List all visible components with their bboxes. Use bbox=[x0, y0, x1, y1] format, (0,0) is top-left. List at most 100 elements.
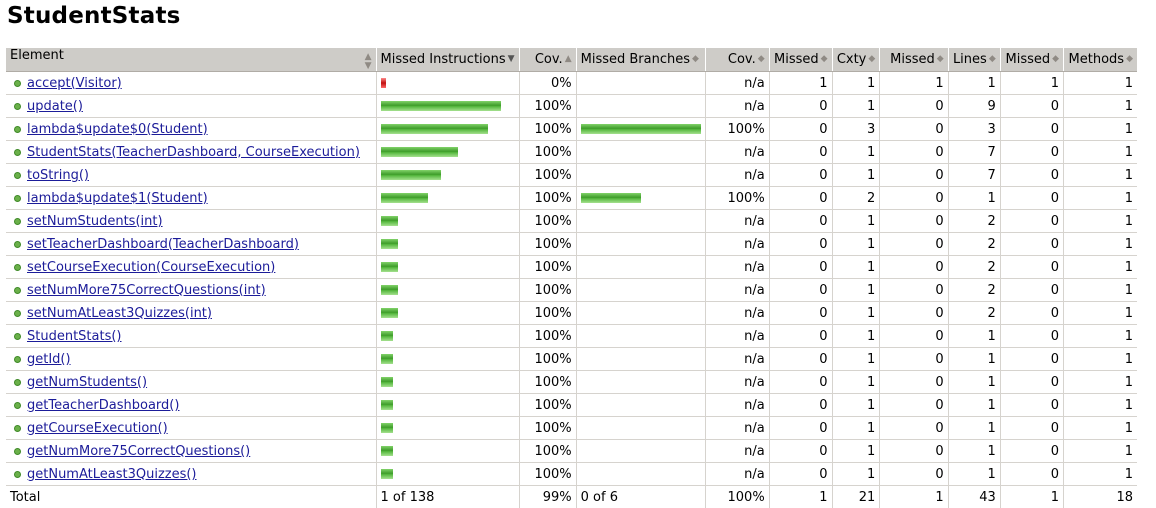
missed-methods: 0 bbox=[1000, 394, 1063, 417]
lines: 1 bbox=[948, 394, 1000, 417]
header-lines[interactable]: Lines◆ bbox=[948, 48, 1000, 72]
method-link[interactable]: update() bbox=[27, 99, 83, 114]
methods: 1 bbox=[1064, 233, 1137, 256]
total-methods: 18 bbox=[1064, 486, 1137, 508]
method-link[interactable]: accept(Visitor) bbox=[27, 76, 122, 91]
method-icon bbox=[14, 172, 21, 179]
total-missed-lines: 1 bbox=[880, 486, 948, 508]
method-link[interactable]: setTeacherDashboard(TeacherDashboard) bbox=[27, 237, 299, 252]
missed-cxty: 0 bbox=[769, 233, 832, 256]
missed-cxty: 0 bbox=[769, 164, 832, 187]
method-link[interactable]: toString() bbox=[27, 168, 89, 183]
page-title: StudentStats bbox=[7, 3, 181, 29]
covered-instructions-bar bbox=[381, 331, 393, 341]
header-branches-coverage[interactable]: Cov.◆ bbox=[706, 48, 769, 72]
table-row: StudentStats(TeacherDashboard, CourseExe… bbox=[6, 141, 1137, 164]
instructions-bar-cell bbox=[376, 440, 520, 463]
covered-instructions-bar bbox=[381, 354, 393, 364]
sort-icon: ◆ bbox=[1052, 55, 1059, 64]
missed-lines: 0 bbox=[880, 141, 948, 164]
element-cell: getId() bbox=[6, 348, 376, 371]
header-methods[interactable]: Methods◆ bbox=[1064, 48, 1137, 72]
method-icon bbox=[14, 471, 21, 478]
header-element[interactable]: Element ▲▼ bbox=[6, 48, 376, 72]
method-link[interactable]: getNumMore75CorrectQuestions() bbox=[27, 444, 250, 459]
header-element-label: Element bbox=[10, 48, 64, 63]
method-icon bbox=[14, 425, 21, 432]
method-icon bbox=[14, 287, 21, 294]
method-link[interactable]: StudentStats() bbox=[27, 329, 122, 344]
method-link[interactable]: getTeacherDashboard() bbox=[27, 398, 179, 413]
missed-lines: 0 bbox=[880, 187, 948, 210]
header-missed-lines[interactable]: Missed◆ bbox=[880, 48, 948, 72]
header-missed-branches[interactable]: Missed Branches◆ bbox=[576, 48, 706, 72]
cxty: 1 bbox=[832, 394, 880, 417]
element-cell: getNumMore75CorrectQuestions() bbox=[6, 440, 376, 463]
instructions-bar-cell bbox=[376, 210, 520, 233]
header-missed-instructions[interactable]: Missed Instructions▼ bbox=[376, 48, 520, 72]
missed-lines: 0 bbox=[880, 233, 948, 256]
method-icon bbox=[14, 80, 21, 87]
header-missed-cxty[interactable]: Missed◆ bbox=[769, 48, 832, 72]
missed-methods: 0 bbox=[1000, 348, 1063, 371]
missed-methods: 0 bbox=[1000, 440, 1063, 463]
branches-coverage: n/a bbox=[706, 302, 769, 325]
header-missed-methods[interactable]: Missed◆ bbox=[1000, 48, 1063, 72]
missed-cxty: 0 bbox=[769, 279, 832, 302]
method-link[interactable]: setNumStudents(int) bbox=[27, 214, 163, 229]
sort-icon: ▲▼ bbox=[365, 53, 372, 71]
missed-lines: 0 bbox=[880, 279, 948, 302]
instructions-coverage: 100% bbox=[520, 256, 576, 279]
method-link[interactable]: StudentStats(TeacherDashboard, CourseExe… bbox=[27, 145, 360, 160]
method-link[interactable]: setNumAtLeast3Quizzes(int) bbox=[27, 306, 212, 321]
method-link[interactable]: getNumStudents() bbox=[27, 375, 147, 390]
missed-cxty: 0 bbox=[769, 348, 832, 371]
totals-row: Total 1 of 138 99% 0 of 6 100% 1 21 1 43… bbox=[6, 486, 1137, 508]
lines: 2 bbox=[948, 279, 1000, 302]
method-icon bbox=[14, 241, 21, 248]
method-link[interactable]: lambda$update$1(Student) bbox=[27, 191, 208, 206]
instructions-coverage: 100% bbox=[520, 164, 576, 187]
method-link[interactable]: getCourseExecution() bbox=[27, 421, 168, 436]
missed-lines: 0 bbox=[880, 164, 948, 187]
method-link[interactable]: getId() bbox=[27, 352, 71, 367]
header-cxty[interactable]: Cxty◆ bbox=[832, 48, 880, 72]
lines: 1 bbox=[948, 440, 1000, 463]
missed-lines: 0 bbox=[880, 325, 948, 348]
method-link[interactable]: lambda$update$0(Student) bbox=[27, 122, 208, 137]
branches-coverage: 100% bbox=[706, 118, 769, 141]
missed-instructions-bar bbox=[381, 78, 386, 88]
instructions-coverage: 100% bbox=[520, 394, 576, 417]
instructions-bar-cell bbox=[376, 279, 520, 302]
methods: 1 bbox=[1064, 164, 1137, 187]
cxty: 2 bbox=[832, 187, 880, 210]
branches-coverage: n/a bbox=[706, 440, 769, 463]
instructions-bar-cell bbox=[376, 187, 520, 210]
method-link[interactable]: setNumMore75CorrectQuestions(int) bbox=[27, 283, 266, 298]
element-cell: lambda$update$1(Student) bbox=[6, 187, 376, 210]
cxty: 1 bbox=[832, 141, 880, 164]
header-cxty-label: Cxty bbox=[837, 52, 867, 67]
total-label: Total bbox=[6, 486, 376, 508]
methods: 1 bbox=[1064, 72, 1137, 95]
header-instructions-coverage[interactable]: Cov.▲︎ bbox=[520, 48, 576, 72]
cxty: 1 bbox=[832, 302, 880, 325]
branches-coverage: n/a bbox=[706, 417, 769, 440]
method-link[interactable]: getNumAtLeast3Quizzes() bbox=[27, 467, 197, 482]
covered-instructions-bar bbox=[381, 170, 441, 180]
total-instructions-coverage: 99% bbox=[520, 486, 576, 508]
missed-cxty: 0 bbox=[769, 210, 832, 233]
covered-branches-bar bbox=[581, 124, 701, 134]
lines: 2 bbox=[948, 302, 1000, 325]
element-cell: accept(Visitor) bbox=[6, 72, 376, 95]
missed-methods: 0 bbox=[1000, 141, 1063, 164]
missed-lines: 0 bbox=[880, 95, 948, 118]
missed-cxty: 0 bbox=[769, 463, 832, 486]
method-link[interactable]: setCourseExecution(CourseExecution) bbox=[27, 260, 275, 275]
header-cov2-label: Cov. bbox=[728, 52, 756, 67]
